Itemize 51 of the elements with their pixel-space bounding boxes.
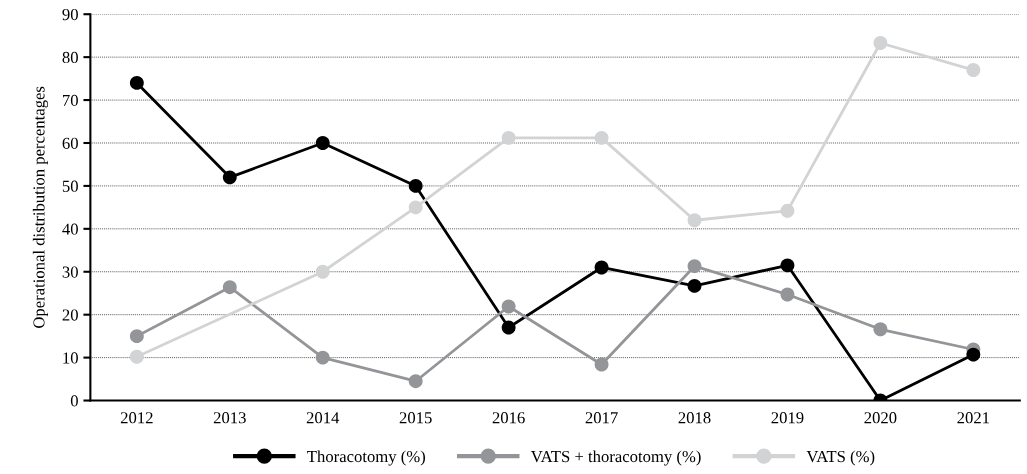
legend-label: VATS + thoracotomy (%)	[530, 450, 701, 466]
point	[315, 136, 330, 150]
x-tick-label: 2015	[399, 412, 432, 424]
y-tick-label: 60	[62, 137, 78, 149]
x-tick-label: 2021	[957, 412, 990, 424]
point	[408, 200, 423, 215]
point	[222, 170, 237, 185]
y-axis-title: Operational distribution percentages	[32, 86, 49, 328]
legend-label: VATS (%)	[806, 450, 875, 466]
y-tick-label: 40	[62, 223, 78, 235]
point	[501, 299, 516, 314]
x-tick-label: 2014	[306, 412, 340, 424]
point	[129, 329, 144, 344]
point	[966, 347, 981, 362]
point	[222, 280, 237, 295]
x-tick-label: 2017	[585, 412, 618, 424]
x-tick-label: 2018	[678, 412, 711, 424]
point	[408, 178, 423, 193]
point	[594, 260, 609, 275]
point	[780, 258, 795, 273]
point	[408, 374, 423, 389]
y-tick-label: 20	[62, 309, 78, 321]
point	[594, 357, 609, 372]
point	[687, 259, 702, 274]
y-tick-label: 70	[63, 94, 78, 107]
point	[780, 287, 795, 302]
x-tick-label: 2013	[213, 412, 246, 424]
point	[687, 213, 702, 228]
point	[687, 278, 702, 293]
point	[501, 130, 516, 145]
point	[129, 349, 144, 364]
x-tick-label: 2016	[492, 412, 525, 424]
point	[315, 264, 330, 279]
y-tick-label: 90	[62, 8, 78, 21]
y-tick-label: 30	[62, 266, 78, 278]
point	[873, 36, 888, 50]
point	[315, 350, 330, 365]
point	[966, 63, 981, 77]
y-tick-label: 10	[63, 352, 78, 364]
point	[594, 130, 609, 145]
y-tick-label: 0	[70, 395, 78, 407]
point	[780, 203, 795, 218]
point	[129, 75, 144, 90]
legend-label: Thoracotomy (%)	[307, 450, 426, 466]
x-tick-label: 2019	[771, 412, 804, 424]
y-tick-label: 50	[62, 180, 78, 192]
point	[873, 322, 888, 337]
x-tick-label: 2020	[864, 412, 897, 424]
x-tick-label: 2012	[120, 412, 153, 424]
point	[501, 320, 516, 335]
y-tick-label: 80	[62, 51, 78, 64]
